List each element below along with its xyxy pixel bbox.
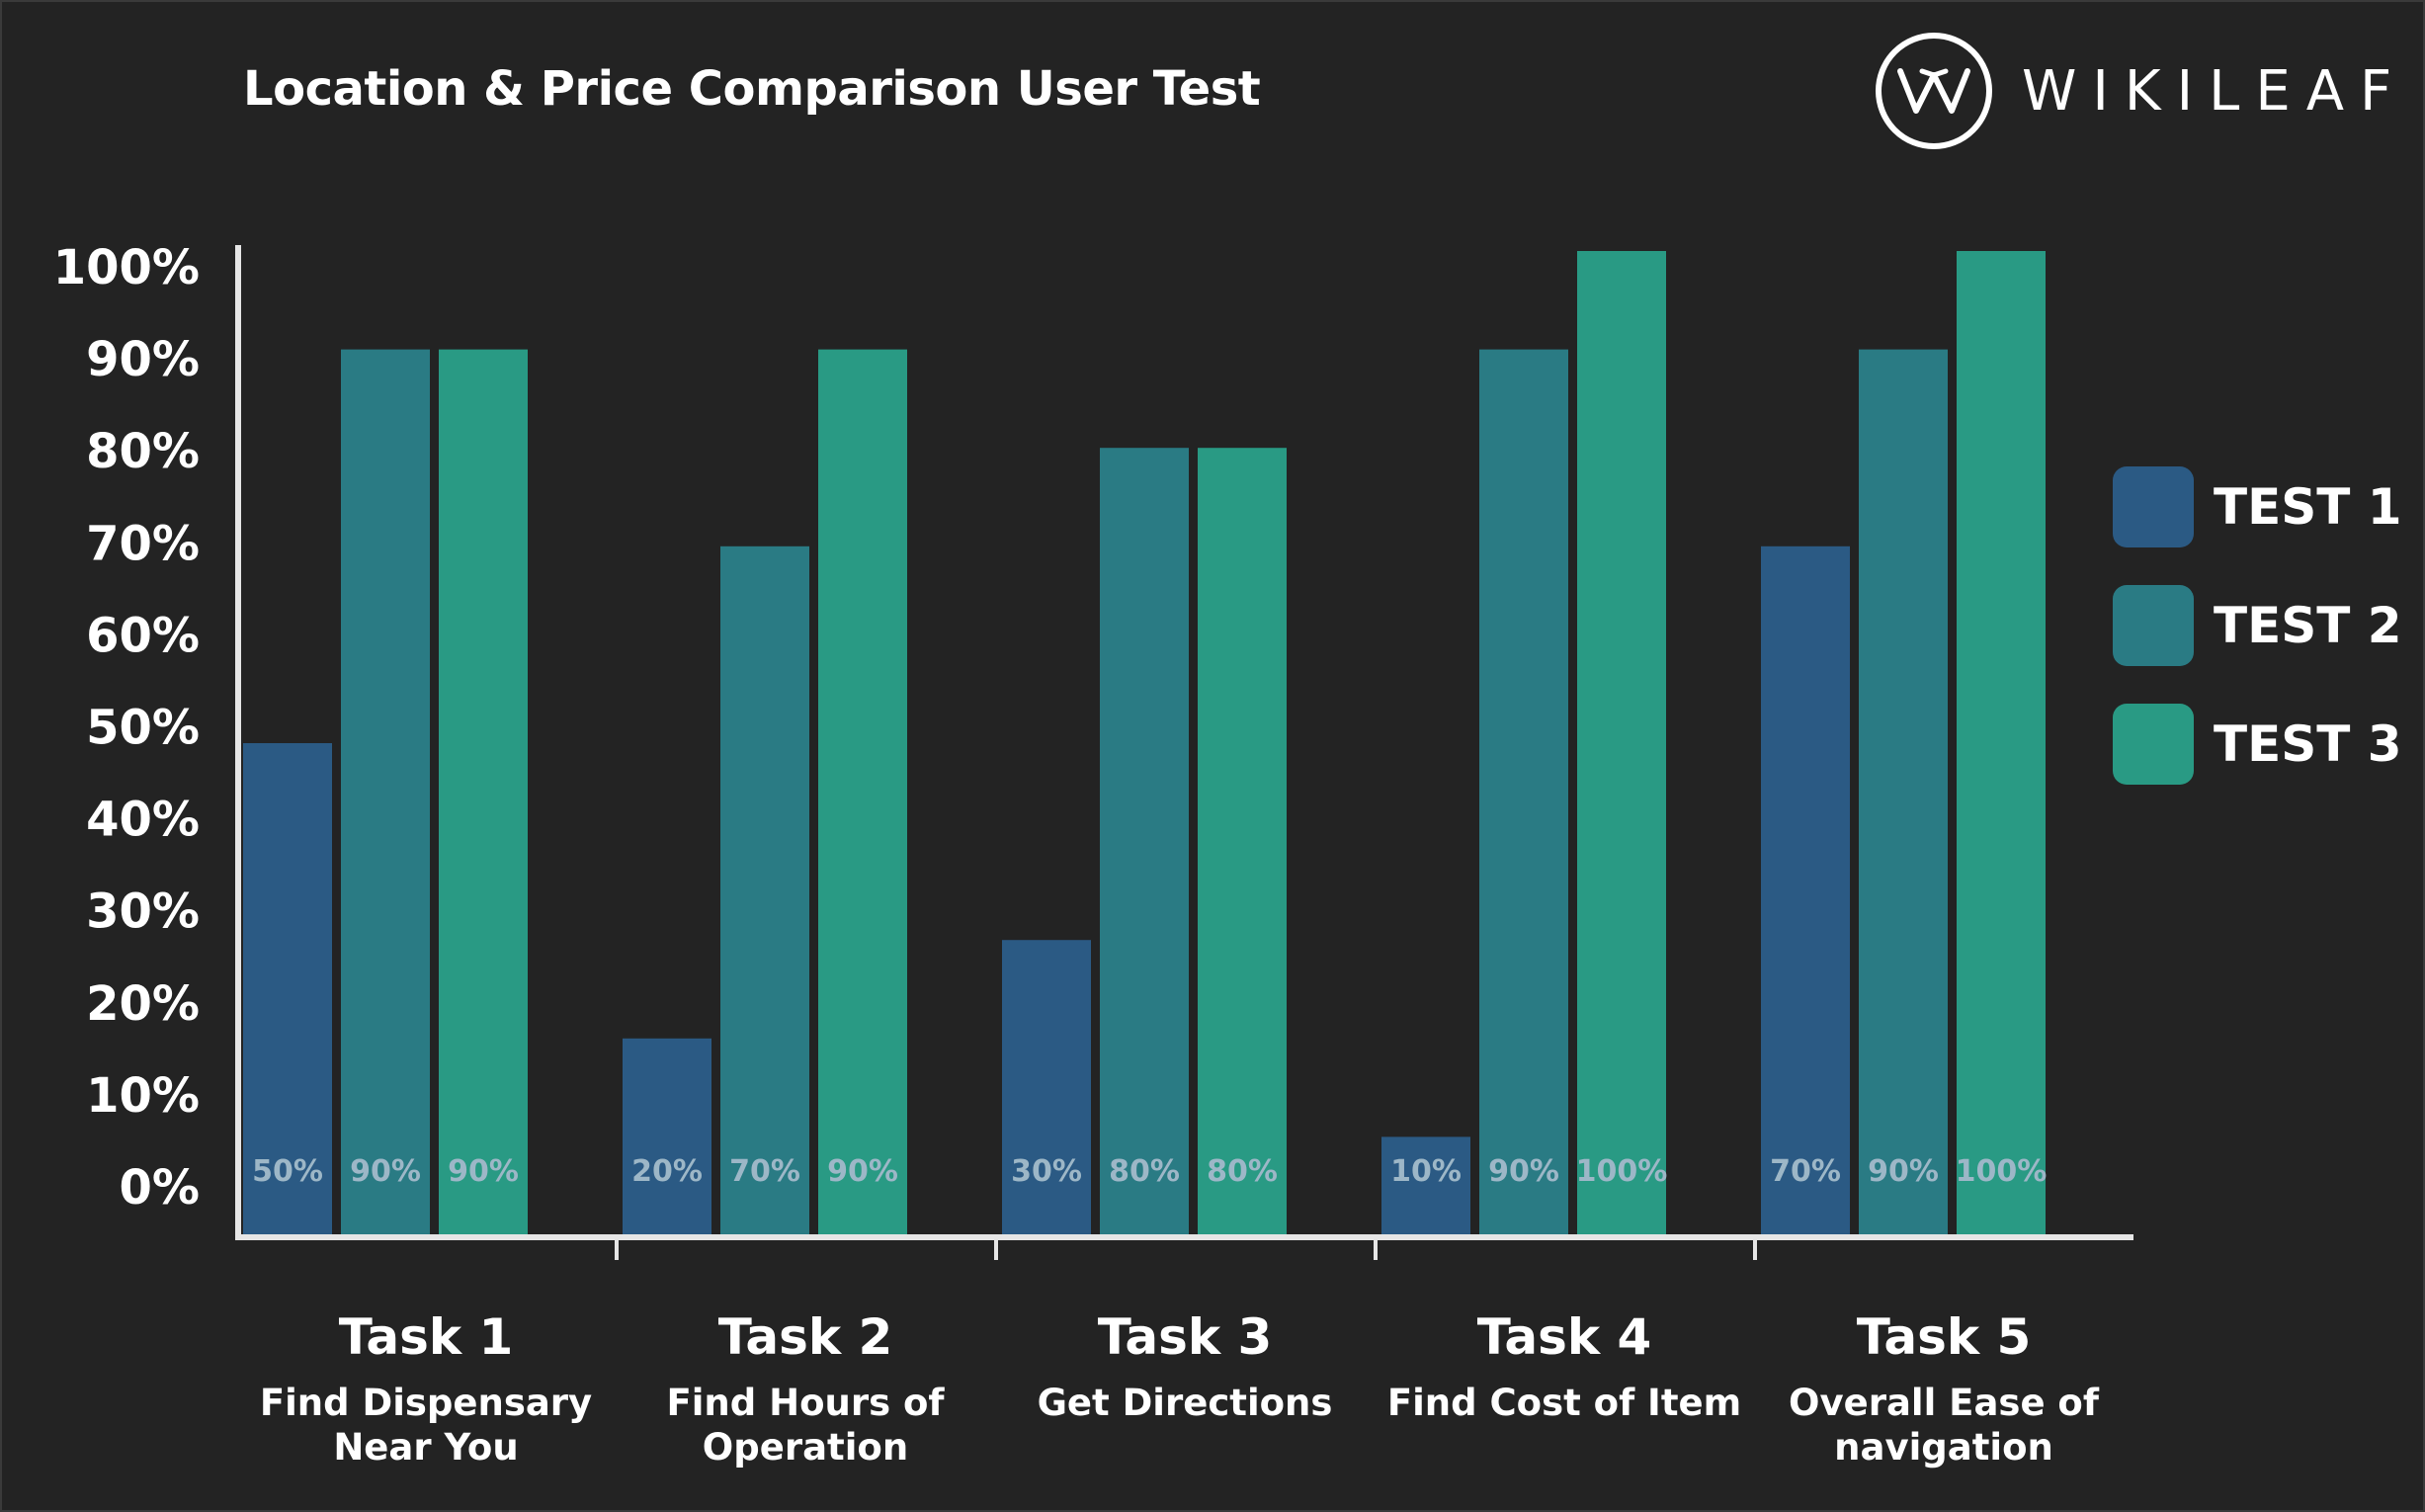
bar-value-label: 90% xyxy=(827,1154,898,1189)
bar-value-label: 70% xyxy=(729,1154,800,1189)
y-tick-label: 20% xyxy=(86,976,200,1032)
bar-value-label: 100% xyxy=(1576,1154,1668,1189)
bar-test-1 xyxy=(1761,546,1850,1235)
bar-test-2 xyxy=(1859,349,1948,1236)
y-tick-label: 0% xyxy=(120,1160,201,1216)
legend-item-test-1: TEST 1 xyxy=(2113,466,2402,547)
bar-value-label: 90% xyxy=(1868,1154,1939,1189)
x-tick-description: Find Cost of Item xyxy=(1387,1382,1741,1424)
bar-value-label: 20% xyxy=(631,1154,703,1189)
legend-label-test-1: TEST 1 xyxy=(2214,478,2402,536)
legend-label-test-3: TEST 3 xyxy=(2214,715,2402,773)
legend-swatch-test-1 xyxy=(2113,466,2194,547)
bar-value-label: 90% xyxy=(350,1154,421,1189)
bar-value-label: 30% xyxy=(1011,1154,1082,1189)
bar-test-2 xyxy=(1479,349,1568,1236)
bar-value-label: 80% xyxy=(1207,1154,1278,1189)
bar-test-3 xyxy=(818,349,907,1236)
y-tick-label: 90% xyxy=(86,332,200,387)
bar-value-label: 50% xyxy=(252,1154,323,1189)
y-tick-label: 10% xyxy=(86,1068,200,1124)
x-tick-label: Task 3 xyxy=(1098,1308,1273,1366)
w-mark-icon xyxy=(1897,68,1970,114)
bar-test-1 xyxy=(1381,1136,1470,1235)
legend-swatch-test-2 xyxy=(2113,585,2194,666)
x-tick-description: Overall Ease of xyxy=(1789,1382,2100,1424)
bar-test-1 xyxy=(243,743,332,1235)
bar-value-label: 70% xyxy=(1770,1154,1841,1189)
bar-test-3 xyxy=(439,349,528,1236)
x-tick-label: Task 2 xyxy=(718,1308,893,1366)
chart-title: Location & Price Comparison User Test xyxy=(243,61,1261,117)
bar-test-3 xyxy=(1198,448,1287,1235)
x-tick-label: Task 5 xyxy=(1857,1308,2032,1366)
bar-test-1 xyxy=(1002,940,1091,1235)
x-tick-description: Get Directions xyxy=(1038,1382,1333,1424)
x-tick-description: Find Dispensary xyxy=(260,1382,592,1424)
x-tick-label: Task 1 xyxy=(339,1308,514,1366)
x-tick-description: Near You xyxy=(333,1426,518,1469)
brand-name: WIKILEAF xyxy=(2022,58,2408,124)
bar-test-3 xyxy=(1577,251,1666,1235)
bar-test-2 xyxy=(720,546,809,1235)
wikileaf-logo-icon xyxy=(1876,33,1992,149)
bar-value-label: 90% xyxy=(448,1154,519,1189)
legend-item-test-2: TEST 2 xyxy=(2113,585,2402,666)
bar-value-label: 90% xyxy=(1488,1154,1559,1189)
bar-test-1 xyxy=(623,1038,711,1235)
y-tick-label: 30% xyxy=(86,884,200,940)
x-tick-description: navigation xyxy=(1834,1426,2053,1469)
legend-label-test-2: TEST 2 xyxy=(2214,597,2402,654)
x-tick-description: Operation xyxy=(703,1426,908,1469)
bar-test-3 xyxy=(1957,251,2046,1235)
y-tick-label: 100% xyxy=(53,240,200,295)
y-tick-label: 50% xyxy=(86,701,200,756)
bar-test-2 xyxy=(341,349,430,1236)
y-tick-label: 70% xyxy=(86,516,200,571)
bar-value-label: 10% xyxy=(1390,1154,1462,1189)
x-tick-label: Task 4 xyxy=(1477,1308,1652,1366)
y-tick-label: 40% xyxy=(86,793,200,848)
bar-test-2 xyxy=(1100,448,1189,1235)
y-tick-label: 60% xyxy=(86,608,200,663)
bar-value-label: 80% xyxy=(1109,1154,1180,1189)
y-tick-label: 80% xyxy=(86,424,200,479)
x-tick-description: Find Hours of xyxy=(666,1382,945,1424)
bar-value-label: 100% xyxy=(1956,1154,2048,1189)
legend-item-test-3: TEST 3 xyxy=(2113,704,2402,785)
legend-swatch-test-3 xyxy=(2113,704,2194,785)
brand: WIKILEAF xyxy=(1876,30,2407,152)
legend: TEST 1 TEST 2 TEST 3 xyxy=(2113,466,2402,822)
